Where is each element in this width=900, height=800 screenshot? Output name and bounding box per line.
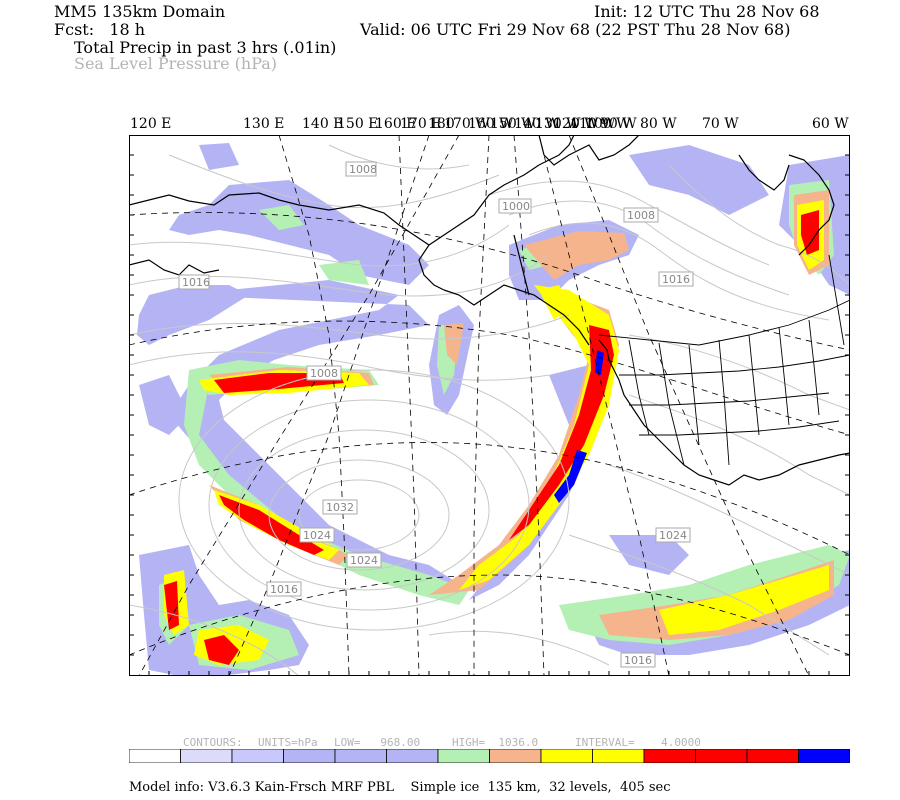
precip-extreme bbox=[554, 350, 604, 503]
pressure-labels: 1008 1000 1008 1016 1016 1008 1032 1024 … bbox=[178, 161, 694, 668]
color-legend-swatch bbox=[334, 749, 387, 763]
color-legend-swatch bbox=[489, 749, 542, 763]
pressure-label: 1024 bbox=[303, 529, 331, 542]
color-legend-swatch bbox=[695, 749, 748, 763]
valid-time: Valid: 06 UTC Fri 29 Nov 68 (22 PST Thu … bbox=[360, 20, 791, 39]
lon-label: 60 W bbox=[812, 116, 849, 132]
lon-label: 80 W bbox=[640, 116, 677, 132]
color-legend-swatch bbox=[129, 749, 181, 763]
map-frame bbox=[129, 135, 850, 676]
color-legend-swatch bbox=[746, 749, 799, 763]
color-legend-swatch bbox=[231, 749, 284, 763]
pressure-label: 1032 bbox=[326, 501, 354, 514]
pressure-label: 1000 bbox=[502, 200, 530, 213]
pressure-label: 1008 bbox=[349, 163, 377, 176]
contours-high: HIGH= 1036.0 bbox=[452, 736, 539, 749]
color-legend-swatch bbox=[283, 749, 336, 763]
forecast-hour: Fcst: 18 h bbox=[54, 20, 146, 39]
lat-lon-grid bbox=[129, 135, 850, 676]
color-legend-swatch bbox=[437, 749, 490, 763]
domain-title: MM5 135km Domain bbox=[54, 2, 226, 21]
pressure-label: 1008 bbox=[310, 367, 338, 380]
lon-label: 120 W bbox=[553, 116, 599, 132]
pressure-label: 1016 bbox=[624, 654, 652, 667]
lon-label: 140 E bbox=[302, 116, 344, 132]
model-info: Model info: V3.6.3 Kain-Frsch MRF PBL Si… bbox=[129, 780, 671, 795]
pressure-label: 1016 bbox=[662, 273, 690, 286]
political-borders bbox=[598, 254, 850, 466]
color-legend-swatch bbox=[180, 749, 233, 763]
init-time: Init: 12 UTC Thu 28 Nov 68 bbox=[594, 2, 820, 21]
lon-label: 170 E bbox=[400, 116, 442, 132]
lon-label: 160 W bbox=[468, 116, 514, 132]
lon-label: 130 W bbox=[535, 116, 581, 132]
color-legend-swatch bbox=[592, 749, 645, 763]
lon-label: 180 bbox=[428, 116, 455, 132]
pressure-label: 1016 bbox=[182, 276, 210, 289]
contours-label: CONTOURS: bbox=[183, 736, 243, 749]
lon-label: 110 W bbox=[570, 116, 616, 132]
pressure-label: 1024 bbox=[350, 554, 378, 567]
lon-label: 170 W bbox=[444, 116, 490, 132]
lon-label: 160 E bbox=[375, 116, 417, 132]
pressure-contours bbox=[129, 144, 850, 676]
lon-label: 90 W bbox=[600, 116, 637, 132]
color-legend-swatch bbox=[386, 749, 439, 763]
lon-label: 70 W bbox=[702, 116, 739, 132]
lon-label: 150 E bbox=[337, 116, 379, 132]
lon-label: 130 E bbox=[243, 116, 285, 132]
color-legend-bar bbox=[129, 749, 850, 763]
contours-interval: INTERVAL= 4.0000 bbox=[575, 736, 701, 749]
border-ticks bbox=[129, 154, 850, 676]
pressure-label: 1008 bbox=[627, 209, 655, 222]
color-legend-swatch bbox=[798, 749, 850, 763]
color-legend-swatch bbox=[540, 749, 593, 763]
forecast-map: 1008 1000 1008 1016 1016 1008 1032 1024 … bbox=[129, 135, 850, 676]
field-title-slp: Sea Level Pressure (hPa) bbox=[74, 54, 278, 73]
contours-low: LOW= 968.00 bbox=[334, 736, 421, 749]
lon-label: 120 E bbox=[130, 116, 172, 132]
field-title-precip: Total Precip in past 3 hrs (.01in) bbox=[74, 38, 337, 57]
lon-label: 100 W bbox=[585, 116, 631, 132]
color-legend-swatch bbox=[643, 749, 696, 763]
lon-label: 140 W bbox=[514, 116, 560, 132]
pressure-label: 1024 bbox=[659, 529, 687, 542]
pressure-label: 1016 bbox=[270, 583, 298, 596]
lon-label: 150 W bbox=[490, 116, 536, 132]
contours-units: UNITS=hPa bbox=[258, 736, 318, 749]
